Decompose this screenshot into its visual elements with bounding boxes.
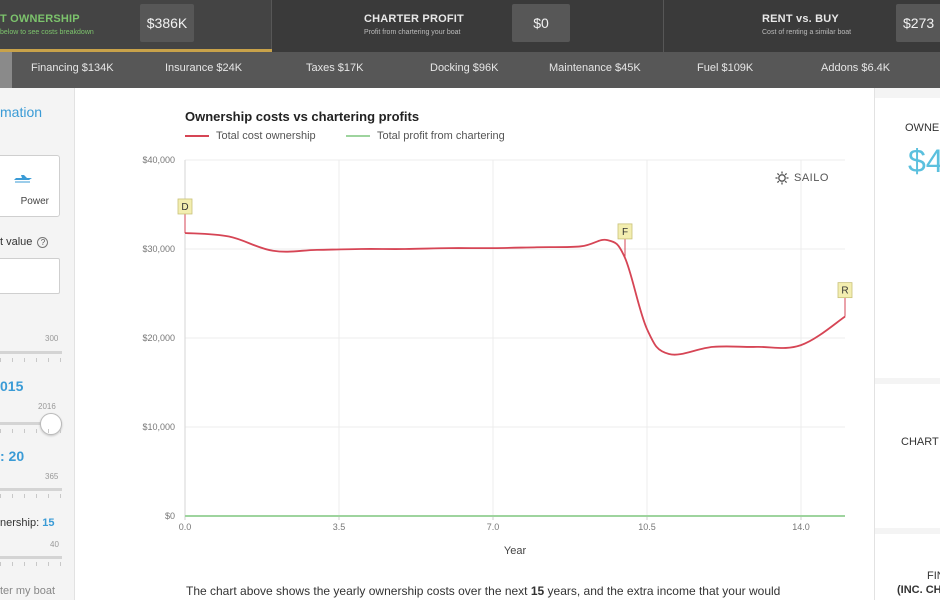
legend-item-chartering[interactable]: Total profit from chartering: [346, 130, 505, 142]
x-tick-label: 3.5: [333, 522, 346, 532]
rent-title: RENT vs. BUY: [762, 13, 839, 25]
legend-label-chartering: Total profit from chartering: [377, 130, 505, 142]
financing-summary-card: FIN (INC. CH: [875, 534, 940, 600]
slider1-track[interactable]: [0, 351, 62, 354]
years-count: 15: [530, 584, 545, 598]
tab-fuel[interactable]: Fuel $109K: [697, 62, 754, 74]
total-ownership-tab[interactable]: T OWNERSHIP below to see costs breakdown…: [0, 0, 272, 52]
financing-summary-sublabel: (INC. CH: [897, 584, 940, 596]
slider1-max: 300: [45, 334, 59, 343]
brand-name: SAILO: [794, 172, 829, 184]
slider3-track[interactable]: [0, 488, 62, 491]
tab-financing[interactable]: Financing $134K: [31, 62, 114, 74]
annotation-flag: [837, 282, 853, 299]
charter-profit-tab[interactable]: CHARTER PROFIT Profit from chartering yo…: [272, 0, 664, 52]
legend-item-ownership[interactable]: Total cost ownership: [185, 130, 316, 142]
legend-swatch-ownership: [185, 135, 209, 137]
summary-bar: T OWNERSHIP below to see costs breakdown…: [0, 0, 940, 52]
boat-type-label: Power: [20, 196, 49, 207]
question-circle-icon[interactable]: ?: [37, 237, 49, 248]
ownership-pie-chart: Fuel: [921, 255, 935, 262]
x-axis-label: Year: [504, 545, 527, 557]
y-tick-label: $40,000: [142, 155, 175, 165]
y-tick-label: $30,000: [142, 244, 175, 254]
financing-summary-label: FIN: [927, 570, 940, 582]
tab-insurance[interactable]: Insurance $24K: [165, 62, 243, 74]
boat-information-panel: mation Power t value ? 300 015 2016 : 20…: [0, 88, 75, 600]
year-built-value: 015: [0, 378, 24, 394]
ownership-cost-line: [184, 232, 846, 356]
pie-label-fuel: Fuel: [921, 255, 935, 262]
charter-title: CHARTER PROFIT: [364, 13, 464, 25]
y-tick-label: $10,000: [142, 422, 175, 432]
speedboat-icon: [14, 175, 32, 183]
sun-gear-icon: [775, 171, 789, 185]
y-tick-label: $0: [165, 511, 175, 521]
boat-value-label: t value ?: [0, 236, 49, 248]
slider4-max: 40: [50, 540, 59, 549]
brand-logo: SAILO: [775, 171, 829, 185]
ownership-summary-label: OWNE: [905, 122, 940, 134]
rent-vs-buy-tab[interactable]: RENT vs. BUY Cost of renting a similar b…: [664, 0, 940, 52]
x-tick-label: 14.0: [792, 522, 810, 532]
charter-my-boat-toggle[interactable]: ter my boat: [0, 585, 56, 597]
legend-label-ownership: Total cost ownership: [216, 130, 316, 142]
y-tick-label: $20,000: [142, 333, 175, 343]
summary-panel: OWNE $4 Fuel CHART FIN (INC. CH: [874, 88, 940, 600]
annotation-label: F: [622, 227, 628, 238]
line-chart: $0 $10,000 $20,000 $30,000 $40,000 0.0 3.5 7.0 1…: [142, 155, 853, 557]
tab-maintenance[interactable]: Maintenance $45K: [549, 62, 641, 74]
annotation-label: D: [181, 202, 188, 213]
slider2-track[interactable]: [0, 422, 62, 425]
slider2-max: 2016: [38, 402, 56, 411]
tab-addons[interactable]: Addons $6.4K: [821, 62, 891, 74]
slider3-max: 365: [45, 472, 59, 481]
boat-type-power[interactable]: Power: [0, 155, 60, 217]
chart-panel: Ownership costs vs chartering profits To…: [76, 88, 874, 600]
ownership-value: $386K: [140, 4, 194, 42]
tab-docking[interactable]: Docking $96K: [430, 62, 499, 74]
x-tick-label: 0.0: [179, 522, 192, 532]
years-ownership-value: 15: [42, 517, 55, 529]
slider2-value: : 20: [0, 448, 25, 464]
chart-title: Ownership costs vs chartering profits: [185, 109, 420, 124]
ownership-summary-value: $4: [908, 143, 940, 179]
charter-value: $0: [512, 4, 570, 42]
charter-subtitle: Profit from chartering your boat: [364, 29, 461, 36]
rent-value: $273: [896, 4, 940, 42]
slider2-ticks: [0, 429, 62, 433]
ownership-subtitle: below to see costs breakdown: [0, 29, 94, 36]
x-tick-label: 7.0: [487, 522, 500, 532]
active-indicator: [0, 52, 12, 88]
annotation-label: R: [841, 286, 848, 297]
boat-value-input[interactable]: [0, 258, 60, 294]
slider4-track[interactable]: [0, 556, 62, 559]
charter-summary-card: CHART: [875, 384, 940, 528]
legend-swatch-chartering: [346, 135, 370, 137]
annotation-flag: [177, 198, 193, 215]
panel-heading: mation: [0, 104, 43, 120]
cost-breakdown-bar: Financing $134K Insurance $24K Taxes $17…: [0, 52, 940, 88]
years-ownership-label: nership: 15: [0, 517, 55, 529]
ownership-summary-card: OWNE $4 Fuel: [875, 98, 940, 378]
tab-taxes[interactable]: Taxes $17K: [306, 62, 364, 74]
charter-summary-label: CHART: [901, 436, 939, 448]
slider4-ticks: [0, 562, 62, 566]
x-tick-label: 10.5: [638, 522, 656, 532]
slider1-ticks: [0, 358, 62, 362]
chart-description: The chart above shows the yearly ownersh…: [186, 584, 781, 598]
slider3-ticks: [0, 494, 62, 498]
rent-subtitle: Cost of renting a similar boat: [762, 29, 852, 36]
ownership-title: T OWNERSHIP: [0, 13, 80, 25]
annotation-flag: [617, 223, 633, 240]
